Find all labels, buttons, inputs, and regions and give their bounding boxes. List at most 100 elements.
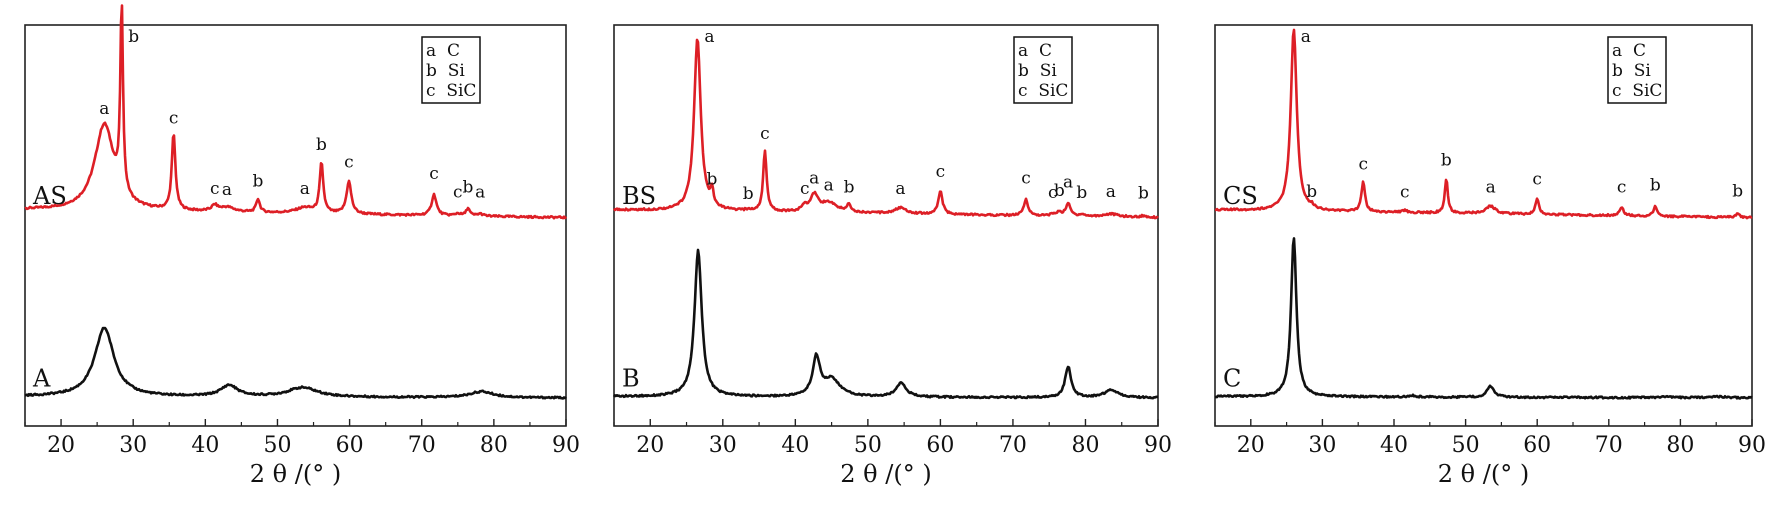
x-tick-label: 50 xyxy=(854,433,882,458)
legend-entry: b Si xyxy=(426,61,465,81)
peak-label: a xyxy=(824,175,834,195)
x-tick-label: 80 xyxy=(1666,433,1694,458)
legend-box xyxy=(421,36,481,104)
peak-label: c xyxy=(936,162,946,182)
x-axis-title: 2 θ /(° ) xyxy=(250,460,341,488)
legend: a Cb Sic SiC xyxy=(421,36,481,104)
peak-label: c xyxy=(169,109,179,129)
x-tick-label: 20 xyxy=(47,433,75,458)
x-tick-label: 30 xyxy=(709,433,737,458)
series-name-label: C xyxy=(1223,365,1241,393)
series-name-label: AS xyxy=(32,182,67,210)
peak-label: b xyxy=(743,184,754,204)
series-line-BS xyxy=(612,38,1159,220)
legend-entry: a C xyxy=(1018,41,1052,61)
legend: a Cb Sic SiC xyxy=(1607,36,1667,104)
x-tick-label: 60 xyxy=(1523,433,1551,458)
legend-entry: b Si xyxy=(1612,61,1651,81)
peak-label: c xyxy=(760,124,770,144)
peak-label: b xyxy=(1650,175,1661,195)
legend-box xyxy=(1607,36,1667,104)
peak-label: a xyxy=(895,179,905,199)
plot-frame xyxy=(24,24,567,427)
peak-label: b xyxy=(253,172,264,192)
peak-label: b xyxy=(1306,182,1317,202)
x-tick-label: 70 xyxy=(1595,433,1623,458)
peak-label: c xyxy=(1358,154,1368,174)
peak-label: b xyxy=(1732,181,1743,201)
peak-label: a xyxy=(222,180,232,200)
peak-label: c xyxy=(1021,169,1031,189)
x-axis-title: 2 θ /(° ) xyxy=(840,460,931,488)
series-name-label: BS xyxy=(622,182,656,210)
plot-frame xyxy=(1214,24,1753,427)
x-tick-label: 70 xyxy=(408,433,436,458)
peak-label: b xyxy=(1076,183,1087,203)
legend: a Cb Sic SiC xyxy=(1013,36,1073,104)
legend-entry: a C xyxy=(1612,41,1646,61)
peak-label: c xyxy=(1400,183,1410,203)
peak-label: a xyxy=(300,179,310,199)
peak-label: a xyxy=(1063,172,1073,192)
peak-label: b xyxy=(1138,183,1149,203)
series-line-AS xyxy=(24,4,568,220)
peak-label: c xyxy=(429,164,439,184)
series-line-A xyxy=(24,326,567,400)
x-tick-label: 90 xyxy=(1144,433,1172,458)
legend-entry: c SiC xyxy=(1612,81,1662,101)
legend-entry: b Si xyxy=(1018,61,1057,81)
peak-label: b xyxy=(316,135,327,155)
peak-label: c xyxy=(1617,177,1627,197)
peak-label: c xyxy=(453,183,463,203)
x-tick-label: 30 xyxy=(119,433,147,458)
series-line-C xyxy=(1214,237,1753,400)
peak-label: c xyxy=(344,152,354,172)
peak-label: c xyxy=(210,179,220,199)
peak-label: b xyxy=(844,177,855,197)
peak-label: c xyxy=(1048,183,1058,203)
x-tick-label: 90 xyxy=(552,433,580,458)
peak-label: c xyxy=(1532,170,1542,190)
legend-entry: c SiC xyxy=(1018,81,1068,101)
peak-label: a xyxy=(99,99,109,119)
x-tick-label: 20 xyxy=(1237,433,1265,458)
x-tick-label: 40 xyxy=(781,433,809,458)
peak-label: b xyxy=(462,177,473,197)
plot-frame xyxy=(613,24,1159,427)
x-tick-label: 40 xyxy=(1380,433,1408,458)
series-name-label: B xyxy=(622,365,640,393)
x-tick-label: 20 xyxy=(636,433,664,458)
x-axis-title: 2 θ /(° ) xyxy=(1438,460,1529,488)
x-tick-label: 60 xyxy=(336,433,364,458)
peak-label: a xyxy=(1301,27,1311,47)
panel-C: 20 30 40 50 60 70 80 90 2 θ /(° ) CS a b c c b a c c b b Ca … xyxy=(1214,24,1766,488)
x-tick-label: 50 xyxy=(1452,433,1480,458)
peak-label: a xyxy=(704,27,714,47)
x-tick-label: 50 xyxy=(263,433,291,458)
peak-label: a xyxy=(1486,177,1496,197)
peak-label: b xyxy=(1441,151,1452,171)
x-tick-label: 90 xyxy=(1738,433,1766,458)
legend-box xyxy=(1013,36,1073,104)
peak-label: b xyxy=(706,170,717,190)
peak-label: b xyxy=(1054,181,1065,201)
x-tick-label: 60 xyxy=(926,433,954,458)
x-tick-label: 40 xyxy=(191,433,219,458)
x-tick-label: 30 xyxy=(1308,433,1336,458)
series-line-CS xyxy=(1214,28,1753,220)
x-tick-label: 80 xyxy=(480,433,508,458)
peak-label: a xyxy=(475,183,485,203)
legend-entry: a C xyxy=(426,41,460,61)
x-tick-label: 70 xyxy=(999,433,1027,458)
series-line-B xyxy=(612,248,1159,400)
series-name-label: CS xyxy=(1223,182,1258,210)
series-name-label: A xyxy=(32,365,51,393)
legend-entry: c SiC xyxy=(426,81,476,101)
peak-label: a xyxy=(1106,182,1116,202)
x-tick-label: 80 xyxy=(1071,433,1099,458)
peak-label: a xyxy=(809,169,819,189)
